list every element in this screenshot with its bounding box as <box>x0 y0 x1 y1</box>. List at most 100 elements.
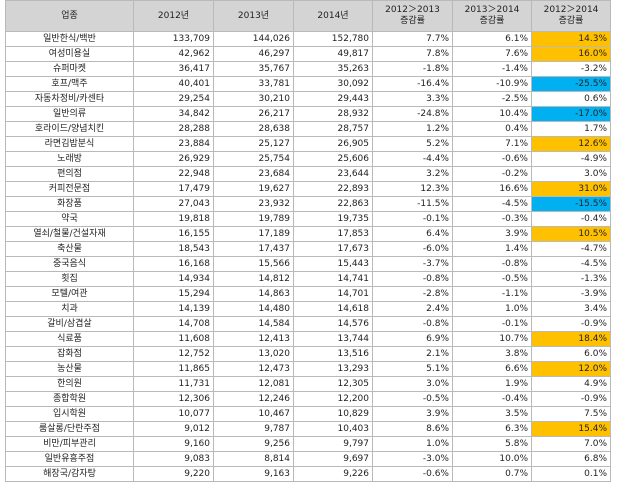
cell-2013: 12,413 <box>213 331 294 347</box>
table-row: 열쇠/철물/건설자재 16,155 17,189 17,853 6.4% 3.9% 10.5… <box>5 226 611 242</box>
cell-2012: 19,818 <box>133 211 214 227</box>
cell-2013: 19,789 <box>213 211 294 227</box>
cell-rate-2012-2014: -17.0% <box>531 106 611 122</box>
cell-rate-2012-2013: 3.9% <box>372 406 453 422</box>
header-2013: 2013년 <box>213 0 294 32</box>
cell-rate-2013-2014: 10.7% <box>452 331 532 347</box>
cell-rate-2012-2014: 3.4% <box>531 301 611 317</box>
cell-industry: 약국 <box>5 211 134 227</box>
cell-rate-2012-2014: 7.5% <box>531 406 611 422</box>
cell-2013: 14,584 <box>213 316 294 332</box>
cell-rate-2013-2014: 6.6% <box>452 361 532 377</box>
cell-2013: 9,256 <box>213 436 294 452</box>
cell-industry: 종합학원 <box>5 391 134 407</box>
cell-2014: 23,644 <box>293 166 373 182</box>
cell-rate-2012-2014: -0.9% <box>531 316 611 332</box>
cell-2014: 9,226 <box>293 466 373 482</box>
cell-rate-2012-2014: 0.1% <box>531 466 611 482</box>
cell-2014: 152,780 <box>293 31 373 47</box>
cell-rate-2012-2013: -11.5% <box>372 196 453 212</box>
cell-2014: 9,797 <box>293 436 373 452</box>
cell-rate-2012-2013: 5.2% <box>372 136 453 152</box>
cell-industry: 편의점 <box>5 166 134 182</box>
table-row: 모텔/여관 15,294 14,863 14,701 -2.8% -1.1% -3.9% <box>5 286 611 302</box>
header-industry: 업종 <box>5 0 134 32</box>
cell-rate-2013-2014: 7.6% <box>452 46 532 62</box>
cell-rate-2013-2014: -0.5% <box>452 271 532 287</box>
cell-rate-2012-2014: 6.8% <box>531 451 611 467</box>
cell-2012: 28,288 <box>133 121 214 137</box>
cell-rate-2012-2013: -0.6% <box>372 466 453 482</box>
cell-industry: 일반의류 <box>5 106 134 122</box>
cell-2014: 13,516 <box>293 346 373 362</box>
cell-2014: 17,853 <box>293 226 373 242</box>
cell-rate-2012-2014: 6.0% <box>531 346 611 362</box>
cell-2014: 30,092 <box>293 76 373 92</box>
table-row: 약국 19,818 19,789 19,735 -0.1% -0.3% -0.4% <box>5 211 611 227</box>
cell-2012: 18,543 <box>133 241 214 257</box>
table-row: 중국음식 16,168 15,566 15,443 -3.7% -0.8% -4.5% <box>5 256 611 272</box>
cell-2012: 133,709 <box>133 31 214 47</box>
cell-industry: 치과 <box>5 301 134 317</box>
cell-2012: 14,708 <box>133 316 214 332</box>
cell-industry: 호라이드/양념치킨 <box>5 121 134 137</box>
table-body: 일반한식/백반 133,709 144,026 152,780 7.7% 6.1% 14.3… <box>5 31 611 482</box>
cell-industry: 호프/맥주 <box>5 76 134 92</box>
cell-industry: 농산물 <box>5 361 134 377</box>
cell-2013: 33,781 <box>213 76 294 92</box>
cell-2012: 40,401 <box>133 76 214 92</box>
cell-rate-2012-2013: 12.3% <box>372 181 453 197</box>
cell-rate-2012-2014: -4.9% <box>531 151 611 167</box>
cell-rate-2013-2014: -0.1% <box>452 316 532 332</box>
table-row: 비만/피부관리 9,160 9,256 9,797 1.0% 5.8% 7.0% <box>5 436 611 452</box>
cell-2014: 13,744 <box>293 331 373 347</box>
cell-2012: 42,962 <box>133 46 214 62</box>
table-row: 축산물 18,543 17,437 17,673 -6.0% 1.4% -4.7% <box>5 241 611 257</box>
cell-rate-2013-2014: 5.8% <box>452 436 532 452</box>
cell-2014: 10,403 <box>293 421 373 437</box>
cell-2013: 9,163 <box>213 466 294 482</box>
cell-rate-2012-2014: 16.0% <box>531 46 611 62</box>
cell-rate-2012-2013: -1.8% <box>372 61 453 77</box>
cell-rate-2013-2014: 1.0% <box>452 301 532 317</box>
cell-2012: 11,731 <box>133 376 214 392</box>
cell-2012: 14,934 <box>133 271 214 287</box>
cell-rate-2013-2014: 6.1% <box>452 31 532 47</box>
cell-rate-2013-2014: 16.6% <box>452 181 532 197</box>
cell-2012: 12,752 <box>133 346 214 362</box>
cell-2014: 35,263 <box>293 61 373 77</box>
cell-rate-2012-2013: -2.8% <box>372 286 453 302</box>
cell-industry: 자동차정비/카센타 <box>5 91 134 107</box>
cell-2013: 8,814 <box>213 451 294 467</box>
cell-rate-2012-2014: 10.5% <box>531 226 611 242</box>
table-row: 호라이드/양념치킨 28,288 28,638 28,757 1.2% 0.4% 1.7% <box>5 121 611 137</box>
cell-2012: 29,254 <box>133 91 214 107</box>
cell-2014: 25,606 <box>293 151 373 167</box>
cell-2013: 14,863 <box>213 286 294 302</box>
cell-rate-2013-2014: 6.3% <box>452 421 532 437</box>
cell-2012: 15,294 <box>133 286 214 302</box>
cell-2012: 9,012 <box>133 421 214 437</box>
cell-rate-2012-2013: -0.8% <box>372 316 453 332</box>
table-row: 여성미용실 42,962 46,297 49,817 7.8% 7.6% 16.0% <box>5 46 611 62</box>
table-row: 입시학원 10,077 10,467 10,829 3.9% 3.5% 7.5% <box>5 406 611 422</box>
table-row: 농산물 11,865 12,473 13,293 5.1% 6.6% 12.0% <box>5 361 611 377</box>
cell-rate-2012-2014: -1.3% <box>531 271 611 287</box>
table-row: 화장품 27,043 23,932 22,863 -11.5% -4.5% -15.5% <box>5 196 611 212</box>
cell-rate-2012-2014: -0.9% <box>531 391 611 407</box>
cell-2012: 27,043 <box>133 196 214 212</box>
cell-rate-2012-2013: 5.1% <box>372 361 453 377</box>
cell-rate-2012-2013: -0.1% <box>372 211 453 227</box>
cell-2014: 14,701 <box>293 286 373 302</box>
cell-rate-2013-2014: 10.0% <box>452 451 532 467</box>
table-row: 갈비/삼겹살 14,708 14,584 14,576 -0.8% -0.1% -0.9% <box>5 316 611 332</box>
cell-2012: 9,220 <box>133 466 214 482</box>
cell-2013: 15,566 <box>213 256 294 272</box>
cell-rate-2013-2014: -0.3% <box>452 211 532 227</box>
cell-2012: 11,608 <box>133 331 214 347</box>
table-row: 한의원 11,731 12,081 12,305 3.0% 1.9% 4.9% <box>5 376 611 392</box>
cell-2013: 46,297 <box>213 46 294 62</box>
cell-rate-2013-2014: 0.7% <box>452 466 532 482</box>
header-rate-2012-2013: 2012＞2013 증감률 <box>372 0 453 32</box>
cell-rate-2013-2014: -10.9% <box>452 76 532 92</box>
